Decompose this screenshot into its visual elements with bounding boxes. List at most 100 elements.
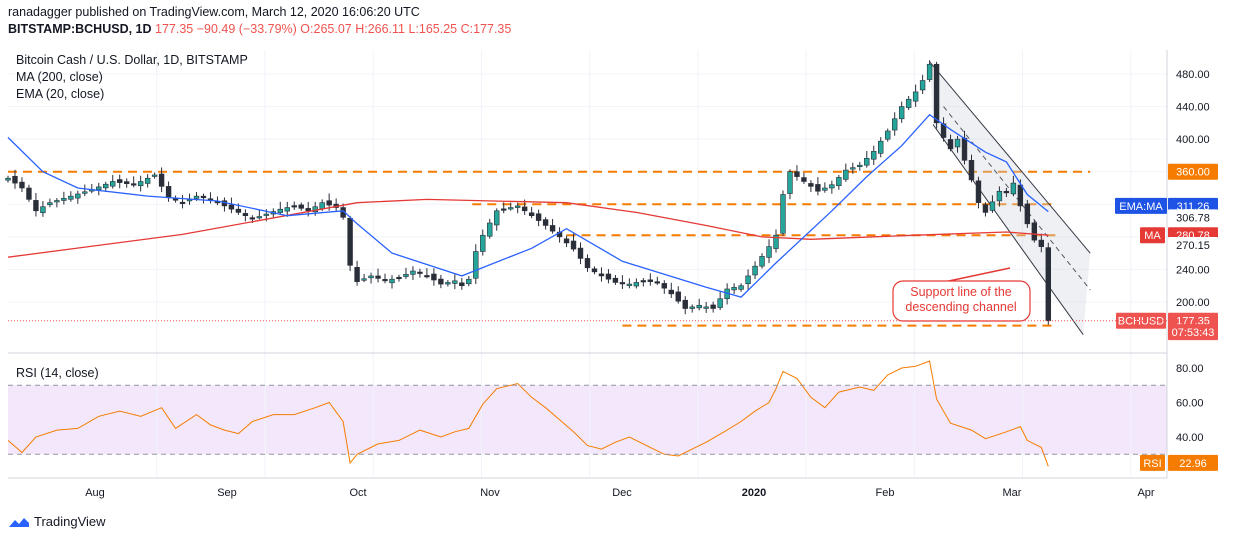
candle-down: [549, 225, 556, 232]
candle-up: [759, 256, 765, 267]
candle-down: [961, 137, 968, 161]
candle-down: [794, 171, 800, 177]
ema20-line[interactable]: [7, 113, 1049, 298]
candle-down: [801, 177, 807, 182]
price-tick-label: 240.00: [1176, 264, 1210, 276]
candles[interactable]: [5, 60, 1051, 325]
candle-down: [584, 258, 591, 269]
candle-down: [158, 173, 165, 187]
candle-down: [130, 183, 137, 186]
price-tick-label: 200.00: [1176, 297, 1210, 309]
candle-up: [864, 157, 870, 166]
candle-down: [12, 175, 18, 184]
candle-up: [891, 118, 898, 131]
time-tick-label: Feb: [876, 487, 895, 499]
price-axis[interactable]: 200.00240.00280.00320.00360.00400.00440.…: [1176, 69, 1210, 309]
candle-down: [640, 280, 647, 283]
candle-down: [661, 283, 667, 289]
candle-down: [291, 205, 297, 208]
ema-legend[interactable]: EMA (20, close): [16, 87, 105, 101]
rsi-bounds: [8, 384, 1167, 455]
candle-up: [494, 210, 500, 226]
candle-up: [1010, 182, 1017, 195]
candle-up: [256, 216, 263, 219]
candle-down: [815, 184, 821, 192]
chart-title[interactable]: Bitcoin Cash / U.S. Dollar, 1D, BITSTAMP: [16, 53, 248, 67]
candle-up: [703, 306, 709, 309]
candle-up: [829, 184, 835, 189]
candle-down: [521, 206, 528, 212]
candle-down: [682, 299, 688, 309]
candle-up: [787, 171, 793, 194]
annotation-text-2: descending channel: [905, 300, 1016, 314]
rsi-legend[interactable]: RSI (14, close): [16, 366, 99, 380]
candle-up: [696, 304, 702, 309]
candle-down: [172, 198, 179, 201]
rsi-axis[interactable]: 40.00 60.00 80.00: [1176, 363, 1204, 444]
candle-down: [542, 219, 549, 226]
candle-up: [361, 278, 367, 281]
candle-down: [326, 200, 332, 206]
rsi-value-label: 22.96: [1179, 458, 1207, 470]
brand-name: TradingView: [34, 514, 106, 529]
ma-legend[interactable]: MA (200, close): [16, 70, 103, 84]
candle-down: [968, 160, 975, 181]
candle-up: [61, 198, 67, 201]
candle-up: [473, 251, 479, 279]
candle-down: [117, 179, 123, 183]
candle-down: [298, 204, 304, 209]
candle-up: [277, 208, 283, 213]
level-306-label: 306.78: [1176, 212, 1210, 224]
symbol[interactable]: BITSTAMP:BCHUSD, 1D: [8, 22, 152, 36]
candle-down: [347, 217, 353, 266]
candle-up: [857, 164, 863, 167]
candle-down: [710, 304, 716, 309]
candle-up: [151, 174, 158, 177]
price-change: −90.49 (−33.79%): [196, 22, 297, 36]
candle-down: [26, 187, 32, 200]
candle-up: [5, 177, 11, 181]
candle-down: [354, 267, 360, 282]
ma200-line[interactable]: [7, 198, 1049, 258]
candle-down: [570, 240, 577, 250]
level-270-label-bg: [1168, 237, 1218, 253]
ema-ma-tag: EMA:MA: [1119, 201, 1163, 213]
horizontal-levels: [8, 170, 1091, 327]
candle-up: [389, 278, 395, 284]
candle-up: [193, 195, 200, 199]
candle-down: [228, 204, 235, 210]
time-axis[interactable]: Aug Sep Oct Nov Dec 2020 Feb Mar Apr: [85, 487, 1155, 499]
candle-down: [424, 275, 430, 278]
candle-up: [898, 106, 905, 120]
candle-up: [738, 285, 744, 290]
candle-down: [528, 212, 535, 216]
time-tick-label: Sep: [217, 487, 237, 499]
rsi-tick-label: 60.00: [1176, 398, 1204, 410]
candle-up: [912, 91, 919, 102]
level-270-label: 270.15: [1176, 240, 1210, 252]
candle-down: [19, 181, 25, 189]
symbol-tag-bg: [1116, 312, 1166, 329]
time-tick-label: Nov: [480, 487, 500, 499]
candle-down: [1031, 222, 1038, 241]
candle-up: [319, 202, 325, 209]
footer-brand[interactable]: TradingView: [8, 514, 106, 529]
candle-up: [905, 98, 912, 108]
candle-up: [96, 186, 102, 190]
candle-down: [123, 181, 130, 184]
candle-down: [179, 201, 186, 204]
rsi-tag: RSI: [1143, 458, 1161, 470]
candle-up: [137, 181, 144, 187]
candle-down: [654, 281, 661, 284]
candle-down: [982, 204, 989, 213]
price-tick-label: 400.00: [1176, 134, 1210, 146]
candle-up: [731, 287, 737, 291]
candle-down: [396, 276, 402, 280]
rsi-tag-bg: [1140, 454, 1165, 471]
rsi-line[interactable]: [7, 360, 1049, 467]
candle-up: [996, 190, 1003, 202]
candle-up: [514, 205, 521, 208]
candle-up: [954, 138, 961, 148]
annotation-box[interactable]: Support line of the descending channel: [892, 267, 1031, 322]
